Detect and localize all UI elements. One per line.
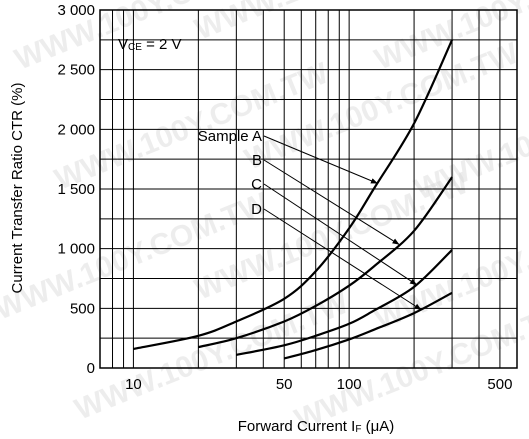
label-sample-a: Sample A [198,128,262,145]
label-d: D [251,201,262,218]
y-axis-title: Current Transfer Ratio CTR (%) [9,83,26,294]
y-tick-label: 2 500 [57,62,95,79]
y-tick-label: 2 000 [57,121,95,138]
y-tick-label: 1 000 [57,241,95,258]
plot-frame [99,9,518,369]
arrow-label-d [263,208,422,310]
series-line-a [133,39,454,350]
series-line-b [198,176,453,349]
y-tick-label: 1 500 [57,181,95,198]
y-tick-label: 0 [87,360,95,377]
arrow-label-sample-a [263,135,378,184]
y-tick-label: 3 000 [57,2,95,19]
condition-label: VCE = 2 V [118,36,182,53]
watermark-text: WWW.100Y.COM.TW [0,186,274,326]
series-line-d [283,291,453,360]
arrow-label-b [263,159,400,245]
label-c: C [251,176,262,193]
x-axis-title: Forward Current IF (μA) [238,418,394,435]
x-tick-label: 10 [125,376,142,393]
x-tick-label: 100 [337,376,362,393]
y-tick-label: 500 [70,300,95,317]
arrow-label-c [263,183,417,286]
x-tick-label: 50 [276,376,293,393]
series-layer [133,39,454,360]
series-line-c [236,249,453,356]
label-b: B [252,152,262,169]
series-labels: Sample A BCD [198,128,422,310]
ticks: 10 50 100 500 0 500 1 000 1 500 2 000 2 500 3 000 [57,2,512,393]
x-tick-label: 500 [487,376,512,393]
